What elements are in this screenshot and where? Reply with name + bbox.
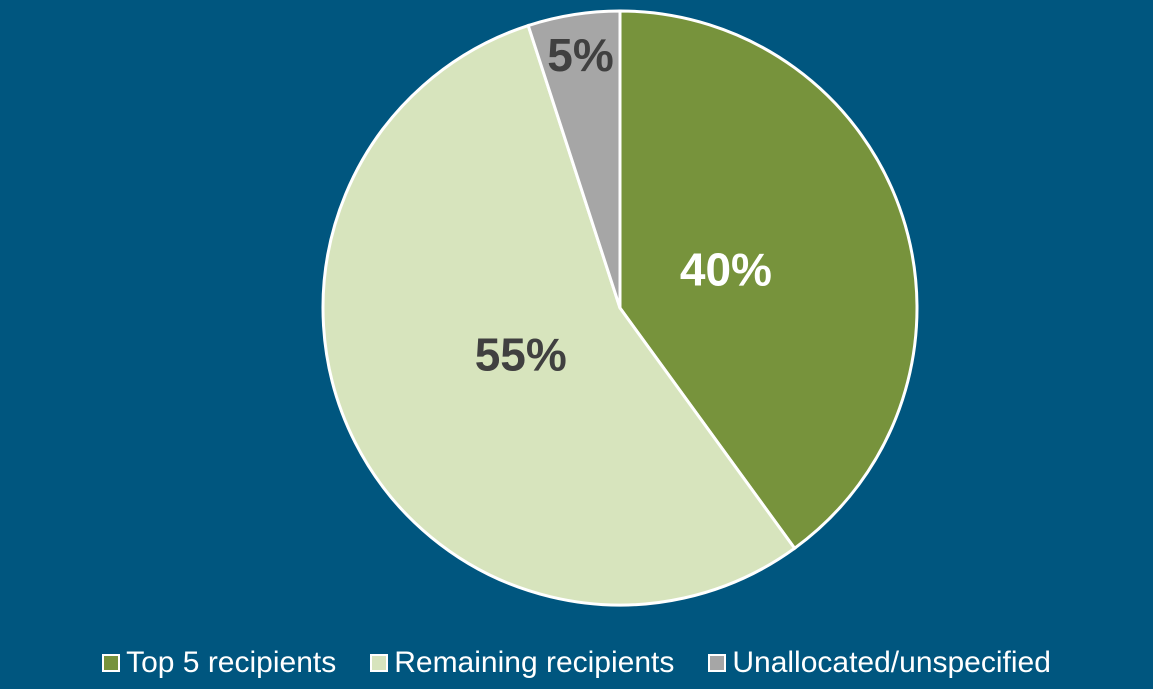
legend: Top 5 recipients Remaining recipients Unal…	[0, 640, 1153, 686]
legend-label: Unallocated/unspecified	[732, 646, 1051, 679]
data-label: 40%	[680, 244, 772, 296]
pie-slice	[321, 23, 797, 607]
legend-swatch	[102, 654, 121, 672]
legend-swatch	[370, 654, 389, 672]
legend-item: Remaining recipients	[370, 646, 674, 680]
legend-item: Unallocated/unspecified	[708, 646, 1051, 680]
pie-slice	[618, 9, 919, 551]
legend-swatch	[708, 654, 727, 672]
pie-slice	[526, 9, 622, 309]
legend-item: Top 5 recipients	[102, 646, 336, 680]
chart: 40% 55% 5%	[321, 9, 919, 607]
legend-label: Remaining recipients	[394, 646, 675, 679]
legend-label: Top 5 recipients	[126, 646, 337, 679]
data-label: 55%	[475, 329, 567, 381]
data-label: 5%	[547, 29, 613, 81]
